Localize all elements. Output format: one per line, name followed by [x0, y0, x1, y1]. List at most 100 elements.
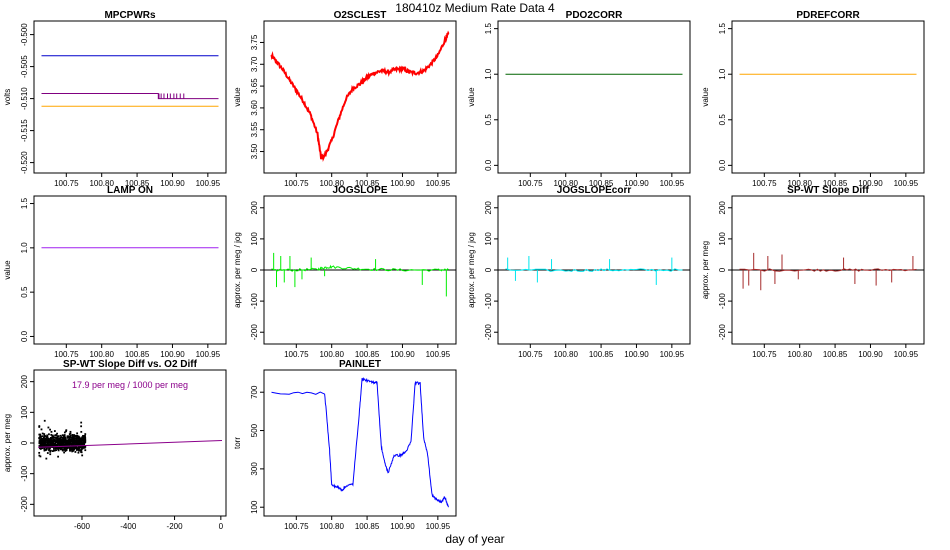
- scatter-point: [84, 445, 87, 448]
- scatter-point: [42, 439, 45, 441]
- scatter-point: [79, 443, 82, 446]
- y-tick-label: -0.520: [20, 151, 29, 174]
- scatter-point: [47, 443, 50, 446]
- scatter-point: [50, 433, 53, 436]
- scatter-point: [47, 426, 50, 429]
- y-tick-label: -100: [250, 293, 259, 310]
- scatter-point: [73, 448, 75, 451]
- scatter-point: [57, 435, 60, 438]
- scatter-point: [84, 438, 87, 441]
- scatter-point: [64, 445, 67, 448]
- x-tick-label: 100.80: [319, 179, 344, 188]
- x-tick-label: 100.90: [858, 179, 883, 188]
- scatter-point: [63, 434, 66, 436]
- scatter-point: [48, 448, 50, 451]
- scatter-point: [64, 438, 67, 441]
- scatter-point: [74, 441, 77, 444]
- scatter-point: [41, 447, 44, 450]
- panel-title: O2SCLEST: [334, 10, 387, 21]
- scatter-point: [83, 442, 86, 445]
- scatter-point: [80, 437, 83, 440]
- y-tick-label: 1.0: [484, 68, 493, 80]
- scatter-point: [47, 441, 50, 443]
- scatter-point: [57, 449, 60, 452]
- scatter-point: [83, 439, 85, 442]
- scatter-point: [73, 447, 76, 450]
- scatter-point: [39, 439, 42, 442]
- y-tick-label: -0.505: [20, 55, 29, 78]
- panel-title: PDO2CORR: [566, 10, 623, 21]
- y-tick-label: -200: [718, 324, 727, 341]
- scatter-point: [70, 439, 73, 442]
- y-tick-label: 3.70: [250, 56, 259, 72]
- scatter-point: [64, 450, 67, 452]
- scatter-point: [80, 425, 83, 428]
- x-tick-label: 100.75: [284, 179, 309, 188]
- y-tick-label: 3.50: [250, 143, 259, 159]
- scatter-point: [53, 436, 56, 439]
- plot-frame: [33, 195, 227, 345]
- panel-spwtslopediff: SP-WT Slope Diff approx. per meg 100.75 100…: [701, 185, 925, 359]
- y-axis-label: approx. per meg: [3, 414, 12, 472]
- scatter-point: [42, 436, 45, 439]
- figure-xlabel: day of year: [445, 532, 504, 546]
- y-tick-label: 500: [250, 423, 259, 437]
- panel-jogslopecorr: JOGSLOPEcorr approx. per meg / jog 100.75 1…: [467, 185, 691, 359]
- scatter-points: [38, 419, 87, 460]
- y-tick-label: -0.510: [20, 87, 29, 110]
- x-tick-label: -600: [74, 522, 91, 531]
- y-tick-label: 1.0: [20, 242, 29, 254]
- y-tick-label: 3.60: [250, 100, 259, 116]
- scatter-point: [81, 437, 84, 440]
- x-tick-label: 100.80: [787, 179, 812, 188]
- scatter-point: [84, 439, 87, 442]
- scatter-point: [43, 441, 46, 444]
- x-tick-label: 100.90: [624, 350, 649, 359]
- x-tick-label: 100.90: [160, 350, 185, 359]
- x-tick-label: 100.85: [355, 522, 380, 531]
- scatter-point: [69, 441, 72, 443]
- y-tick-label: -100: [484, 293, 493, 310]
- scatter-point: [65, 430, 67, 433]
- scatter-point: [84, 441, 87, 443]
- y-tick-label: -200: [484, 324, 493, 341]
- x-tick-label: 100.95: [196, 179, 221, 188]
- scatter-point: [77, 451, 80, 454]
- scatter-point: [63, 440, 66, 443]
- scatter-point: [69, 435, 72, 438]
- scatter-point: [79, 445, 82, 448]
- fit-annotation: 17.9 per meg / 1000 per meg: [72, 380, 188, 390]
- fit-line: [37, 439, 223, 448]
- scatter-point: [71, 436, 74, 439]
- plot-area: [498, 256, 690, 285]
- scatter-point: [64, 447, 67, 450]
- scatter-point: [50, 438, 53, 441]
- scatter-point: [43, 438, 46, 440]
- scatter-point: [80, 451, 82, 453]
- scatter-point: [84, 449, 87, 452]
- scatter-point: [38, 451, 41, 454]
- scatter-point: [70, 442, 72, 445]
- x-tick-label: 100.75: [752, 179, 777, 188]
- scatter-point: [74, 451, 77, 453]
- scatter-point: [66, 435, 69, 438]
- panel-lampon: LAMP ON value 100.75 100.80 100.85 100.90 100.…: [3, 185, 227, 359]
- scatter-point: [74, 435, 77, 437]
- y-tick-label: 200: [718, 201, 727, 215]
- scatter-point: [72, 443, 75, 446]
- x-tick-label: 100.85: [823, 350, 848, 359]
- scatter-point: [75, 449, 78, 451]
- series-line: [271, 264, 449, 272]
- scatter-point: [65, 441, 67, 444]
- panel-pdo2corr: PDO2CORR value 100.75 100.80 100.85 100.90 100…: [467, 10, 691, 188]
- scatter-point: [61, 448, 64, 451]
- scatter-point: [42, 441, 45, 444]
- y-tick-label: 100: [250, 232, 259, 246]
- y-axis-label: approx. per meg: [701, 241, 710, 299]
- scatter-point: [64, 444, 66, 447]
- scatter-point: [39, 435, 42, 438]
- scatter-point: [67, 443, 69, 446]
- scatter-point: [84, 437, 87, 440]
- panel-title: SP-WT Slope Diff vs. O2 Diff: [63, 359, 198, 370]
- scatter-point: [59, 436, 62, 439]
